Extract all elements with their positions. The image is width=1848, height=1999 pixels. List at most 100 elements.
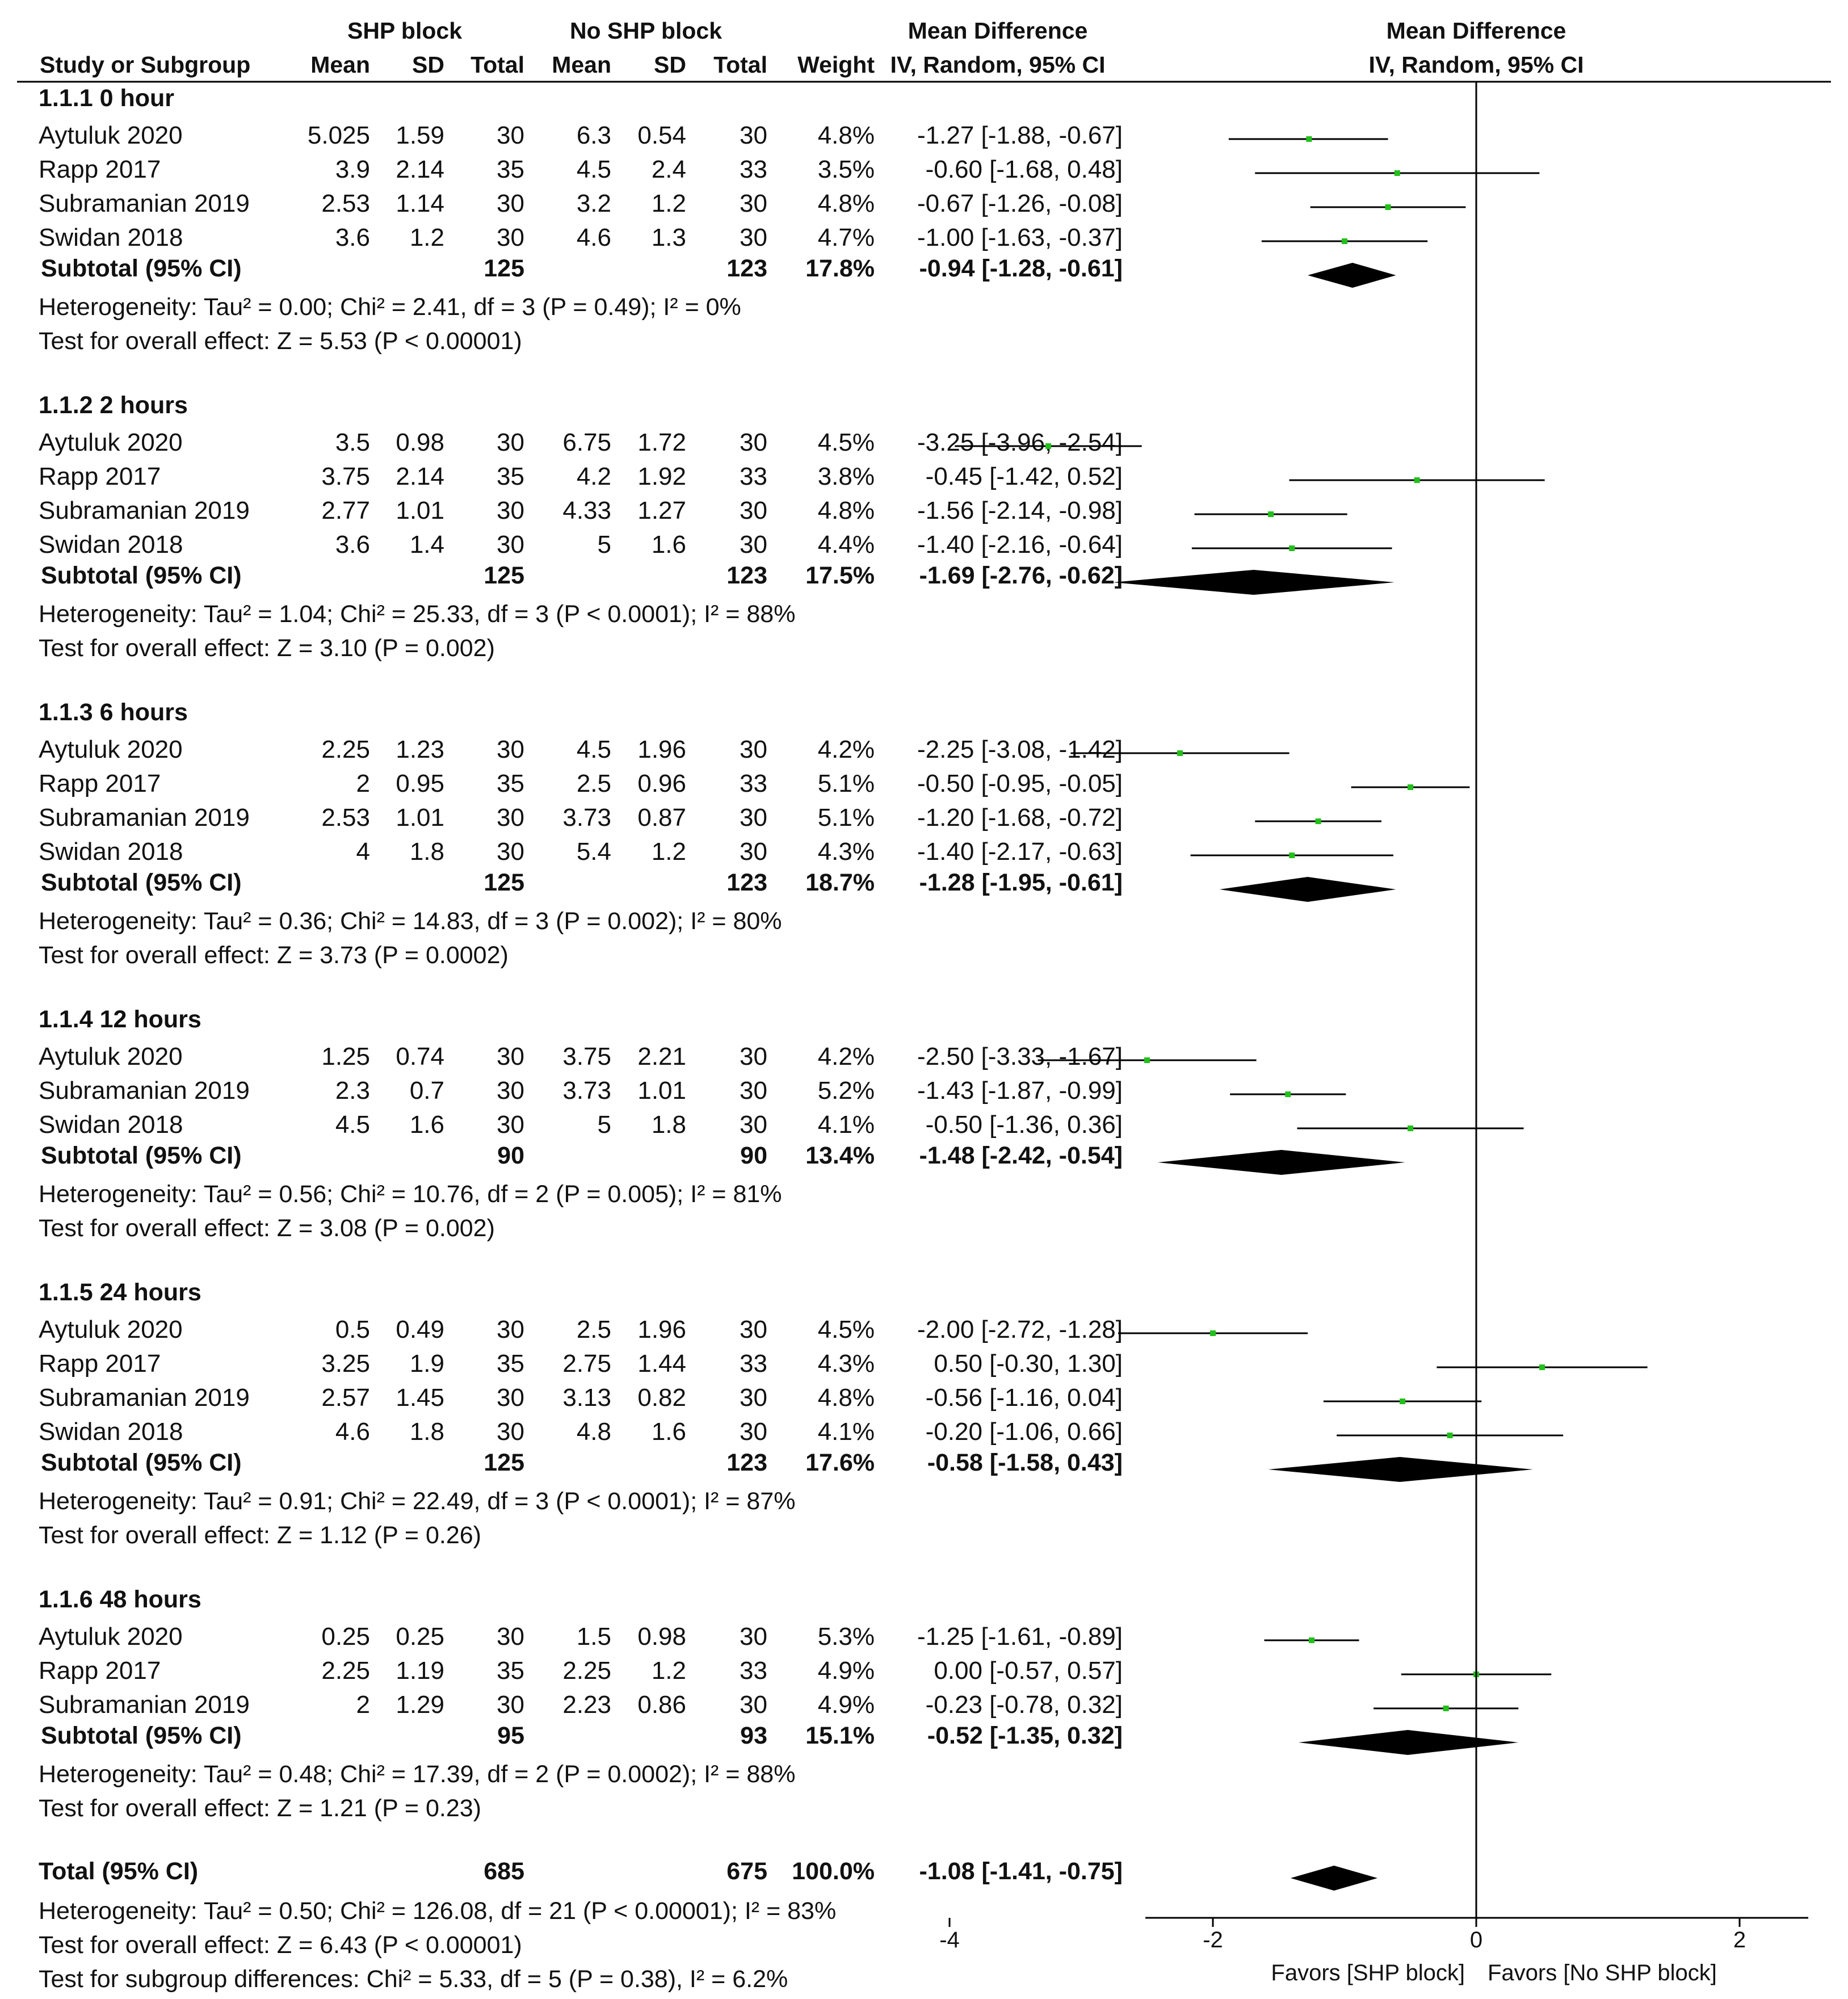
mean-exp: 2.25 — [321, 736, 370, 763]
sd-exp: 1.8 — [410, 838, 444, 866]
weight: 4.9% — [818, 1657, 875, 1685]
effect-ci: 0.00 [-0.57, 0.57] — [934, 1657, 1123, 1685]
total-exp: 30 — [497, 531, 524, 558]
heterogeneity-text: Heterogeneity: Tau² = 0.36; Chi² = 14.83… — [39, 908, 782, 935]
effect-ci: -0.50 [-1.36, 0.36] — [926, 1111, 1123, 1139]
mean-exp: 2.25 — [321, 1657, 370, 1685]
point-estimate — [1315, 818, 1321, 824]
total-ctl: 30 — [740, 531, 767, 558]
sd-ctl: 1.96 — [637, 1316, 686, 1343]
study-name: Aytuluk 2020 — [39, 1623, 183, 1651]
subtotal-total-exp: 125 — [484, 1449, 524, 1476]
total-ctl: 30 — [740, 1623, 767, 1651]
total-ctl: 30 — [740, 838, 767, 866]
mean-exp: 1.25 — [321, 1043, 370, 1070]
sd-ctl: 1.2 — [652, 190, 686, 217]
total-exp: 35 — [497, 156, 524, 183]
total-exp: 30 — [497, 838, 524, 866]
header-effect-title: Mean Difference — [908, 18, 1088, 44]
study-name: Rapp 2017 — [39, 770, 161, 797]
col-weight: Weight — [797, 52, 875, 78]
effect-ci: -0.56 [-1.16, 0.04] — [926, 1384, 1123, 1412]
total-total-exp: 685 — [484, 1858, 524, 1885]
total-exp: 35 — [497, 1350, 524, 1378]
mean-ctl: 2.23 — [562, 1691, 611, 1719]
point-estimate — [1289, 545, 1295, 551]
total-weight: 100.0% — [792, 1858, 875, 1885]
effect-ci: -1.40 [-2.16, -0.64] — [917, 531, 1123, 558]
point-estimate — [1306, 136, 1312, 142]
subtotal-label: Subtotal (95% CI) — [41, 255, 242, 282]
col-sd-ctl: SD — [654, 52, 686, 78]
point-estimate — [1414, 477, 1420, 483]
total-ctl: 30 — [740, 1418, 767, 1446]
sd-exp: 1.14 — [396, 190, 444, 217]
total-ctl: 30 — [740, 224, 767, 251]
subtotal-diamond — [1112, 570, 1395, 595]
total-ctl: 30 — [740, 1316, 767, 1343]
total-exp: 30 — [497, 736, 524, 763]
study-name: Subramanian 2019 — [39, 1384, 250, 1412]
subtotal-total-exp: 125 — [484, 255, 524, 282]
overall-effect-text: Test for overall effect: Z = 3.73 (P = 0… — [39, 942, 509, 969]
sd-exp: 1.01 — [396, 804, 444, 831]
overall-effect-text: Test for overall effect: Z = 1.12 (P = 0… — [39, 1522, 481, 1549]
sd-ctl: 1.96 — [637, 736, 686, 763]
total-ctl: 30 — [740, 1043, 767, 1070]
point-estimate — [1177, 750, 1183, 756]
effect-ci: -2.50 [-3.33, -1.67] — [917, 1043, 1123, 1070]
mean-exp: 0.5 — [335, 1316, 370, 1343]
total-ctl: 30 — [740, 429, 767, 456]
mean-ctl: 4.5 — [577, 156, 611, 183]
sd-ctl: 1.01 — [637, 1077, 686, 1105]
subtotal-ci: -0.58 [-1.58, 0.43] — [927, 1449, 1123, 1476]
subtotal-diamond — [1298, 1730, 1519, 1755]
sd-ctl: 1.6 — [652, 531, 686, 558]
total-exp: 30 — [497, 1316, 524, 1343]
weight: 4.7% — [818, 224, 875, 251]
mean-exp: 3.5 — [335, 429, 370, 456]
total-label: Total (95% CI) — [39, 1858, 198, 1885]
mean-ctl: 6.75 — [562, 429, 611, 456]
study-name: Aytuluk 2020 — [39, 429, 183, 456]
x-tick-label: -2 — [1203, 1927, 1223, 1952]
study-name: Subramanian 2019 — [39, 1077, 250, 1105]
point-estimate — [1385, 204, 1391, 210]
subgroup-title: 1.1.2 2 hours — [39, 392, 188, 419]
effect-ci: 0.50 [-0.30, 1.30] — [934, 1350, 1123, 1378]
subgroup-title: 1.1.4 12 hours — [39, 1006, 201, 1033]
total-exp: 30 — [497, 1384, 524, 1412]
sd-ctl: 1.2 — [652, 838, 686, 866]
mean-exp: 4.6 — [335, 1418, 370, 1446]
weight: 5.1% — [818, 804, 875, 831]
weight: 4.8% — [818, 190, 875, 217]
overall-effect-text: Test for overall effect: Z = 1.21 (P = 0… — [39, 1795, 481, 1822]
subtotal-label: Subtotal (95% CI) — [41, 1722, 242, 1749]
subtotal-total-ctl: 123 — [726, 562, 767, 589]
total-exp: 35 — [497, 770, 524, 797]
header-group-exp: SHP block — [347, 18, 462, 44]
total-ctl: 30 — [740, 736, 767, 763]
sd-ctl: 0.98 — [637, 1623, 686, 1651]
total-ctl: 30 — [740, 121, 767, 149]
study-name: Swidan 2018 — [39, 1418, 183, 1446]
effect-ci: -1.00 [-1.63, -0.37] — [917, 224, 1123, 251]
weight: 4.8% — [818, 1384, 875, 1412]
total-exp: 30 — [497, 1111, 524, 1139]
sd-ctl: 1.27 — [637, 497, 686, 524]
sd-exp: 1.9 — [410, 1350, 444, 1378]
mean-ctl: 3.2 — [577, 190, 611, 217]
study-name: Aytuluk 2020 — [39, 1043, 183, 1070]
effect-ci: -1.27 [-1.88, -0.67] — [917, 121, 1123, 149]
study-name: Aytuluk 2020 — [39, 736, 183, 763]
weight: 4.1% — [818, 1418, 875, 1446]
sd-exp: 0.95 — [396, 770, 444, 797]
point-estimate — [1144, 1057, 1150, 1063]
subgroup-title: 1.1.5 24 hours — [39, 1279, 201, 1306]
subtotal-ci: -1.69 [-2.76, -0.62] — [919, 562, 1123, 589]
mean-exp: 2.77 — [321, 497, 370, 524]
point-estimate — [1309, 1637, 1314, 1643]
mean-exp: 2.3 — [335, 1077, 370, 1105]
subtotal-total-exp: 90 — [497, 1142, 524, 1169]
